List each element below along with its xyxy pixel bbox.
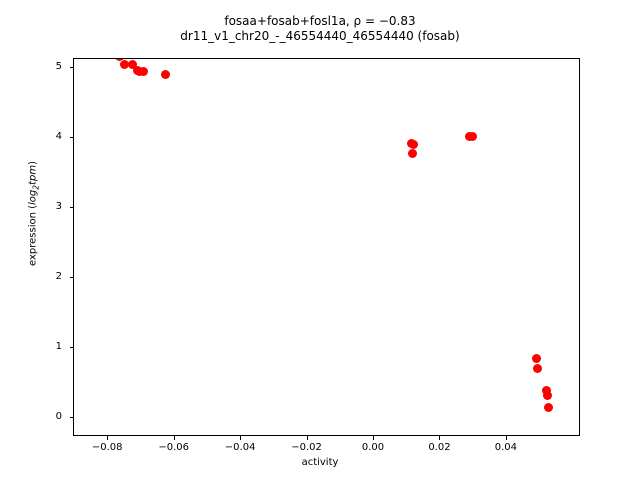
x-tick-mark xyxy=(107,436,109,440)
y-tick-label: 1 xyxy=(55,341,62,353)
data-point xyxy=(467,131,477,141)
data-point xyxy=(160,69,170,79)
x-tick-mark xyxy=(173,436,175,440)
y-tick-mark xyxy=(69,277,73,279)
y-tick-mark xyxy=(69,67,73,69)
data-point xyxy=(138,66,148,76)
x-tick-label: 0.00 xyxy=(361,442,385,453)
x-tick-label: −0.08 xyxy=(91,442,123,453)
data-point xyxy=(543,402,553,412)
x-tick-mark xyxy=(373,436,374,440)
y-tick-label: 4 xyxy=(55,131,62,143)
y-axis-label-subscript: 2 xyxy=(31,184,41,190)
data-point xyxy=(409,140,419,150)
y-tick-label: 2 xyxy=(55,271,62,283)
title-line-1: fosaa+fosab+fosl1a, ρ = −0.83 xyxy=(224,14,416,28)
x-tick-mark xyxy=(240,436,242,440)
y-axis-label-prefix: expression ( xyxy=(27,204,39,266)
data-point xyxy=(128,60,138,70)
title-line-2: dr11_v1_chr20_-_46554440_46554440 (fosab… xyxy=(180,29,460,43)
y-tick-label: 0 xyxy=(55,411,62,423)
x-tick-label: −0.04 xyxy=(224,442,256,453)
data-point xyxy=(119,60,129,70)
x-tick-label: 0.02 xyxy=(428,442,451,453)
plot-title: fosaa+fosab+fosl1a, ρ = −0.83 dr11_v1_ch… xyxy=(0,14,640,44)
data-point xyxy=(408,148,418,158)
x-tick-mark xyxy=(439,436,441,440)
y-tick-label: 3 xyxy=(55,201,62,213)
data-point xyxy=(531,354,541,364)
y-axis-label-unit: tpm xyxy=(27,164,39,185)
y-tick-mark xyxy=(69,417,73,419)
plot-area xyxy=(73,58,580,436)
data-point xyxy=(532,363,542,373)
y-tick-label: 5 xyxy=(55,61,62,73)
y-tick-mark xyxy=(69,137,73,139)
x-tick-label: −0.06 xyxy=(158,442,189,453)
x-tick-label: −0.02 xyxy=(291,442,322,453)
data-point xyxy=(541,385,551,395)
x-tick-mark xyxy=(505,436,507,440)
y-tick-mark xyxy=(69,347,73,349)
y-axis-label-suffix: ) xyxy=(27,161,39,165)
data-points-layer xyxy=(74,59,579,435)
data-point xyxy=(542,390,552,400)
y-axis-label-log: log xyxy=(27,189,39,205)
y-axis-label: expression (log2tpm) xyxy=(28,84,41,344)
x-tick-mark xyxy=(306,436,308,440)
x-axis-label: activity xyxy=(301,457,339,468)
x-tick-label: 0.04 xyxy=(494,442,518,453)
data-point xyxy=(115,59,125,62)
y-tick-mark xyxy=(69,207,73,209)
